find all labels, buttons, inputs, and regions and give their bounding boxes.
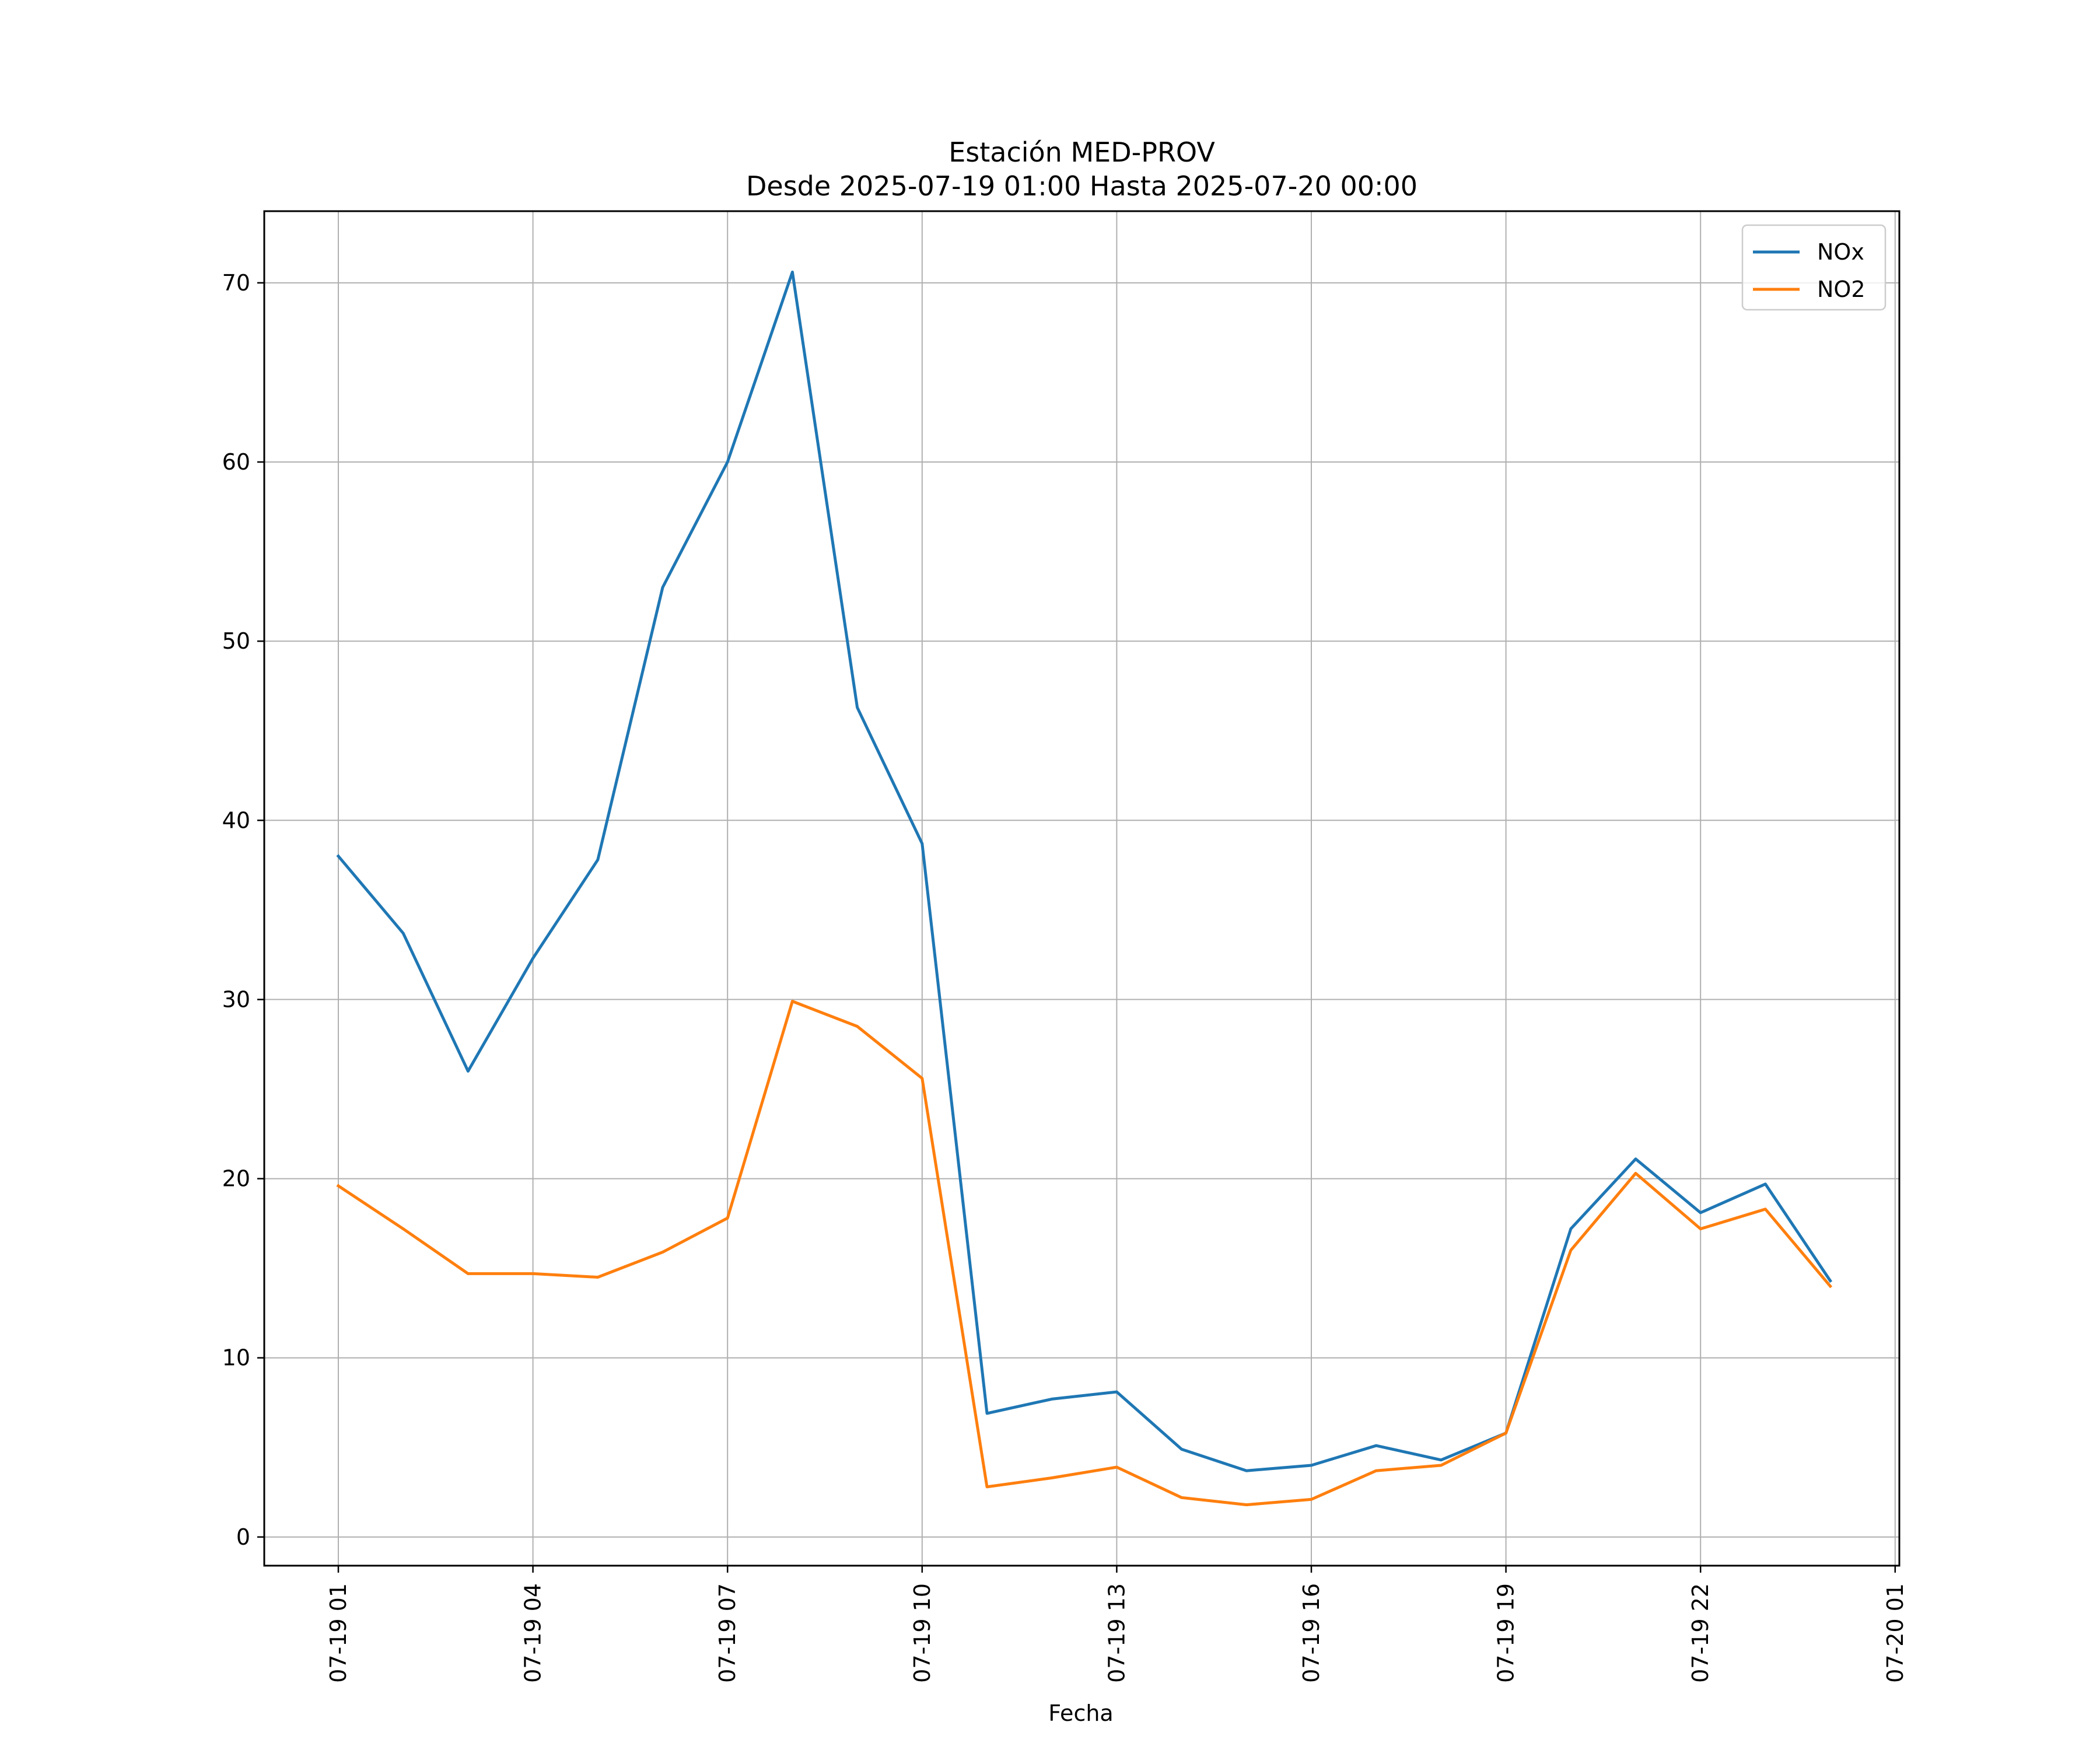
- legend: NOx NO2: [1741, 224, 1887, 311]
- series-line-no2: [336, 1000, 1833, 1507]
- axes-frame: [263, 210, 1901, 1567]
- y-tick-label: 60: [222, 449, 250, 475]
- y-tick-label: 70: [222, 270, 250, 296]
- x-axis-label: Fecha: [1048, 1700, 1113, 1726]
- x-tick-label: 07-19 07: [715, 1583, 740, 1683]
- x-tick-label: 07-19 16: [1298, 1583, 1324, 1683]
- series-line-nox: [336, 270, 1833, 1472]
- x-tick-label: 07-19 13: [1104, 1583, 1129, 1683]
- x-tick-label: 07-19 04: [520, 1583, 546, 1683]
- x-tick-label: 07-19 01: [326, 1583, 351, 1683]
- series-lines: [336, 270, 1833, 1507]
- axis-ticks: 0 10 20 30 40 50 60 70 07-19 01 07-19 04 07-19 07 0…: [222, 270, 1908, 1683]
- legend-label-nox: NOx: [1817, 239, 1864, 265]
- x-tick-label: 07-20 01: [1882, 1583, 1908, 1683]
- y-tick-label: 50: [222, 628, 250, 654]
- x-tick-label: 07-19 10: [909, 1583, 935, 1683]
- legend-label-no2: NO2: [1817, 276, 1866, 302]
- y-tick-label: 0: [236, 1524, 250, 1550]
- grid-lines: [264, 211, 1899, 1566]
- x-tick-label: 07-19 19: [1493, 1583, 1519, 1683]
- chart-title: Estación MED-PROV: [949, 136, 1215, 168]
- x-tick-label: 07-19 22: [1688, 1583, 1713, 1683]
- y-tick-label: 10: [222, 1345, 250, 1371]
- chart-subtitle: Desde 2025-07-19 01:00 Hasta 2025-07-20 …: [746, 170, 1418, 202]
- y-tick-label: 20: [222, 1166, 250, 1192]
- y-tick-label: 30: [222, 986, 250, 1012]
- y-tick-label: 40: [222, 807, 250, 833]
